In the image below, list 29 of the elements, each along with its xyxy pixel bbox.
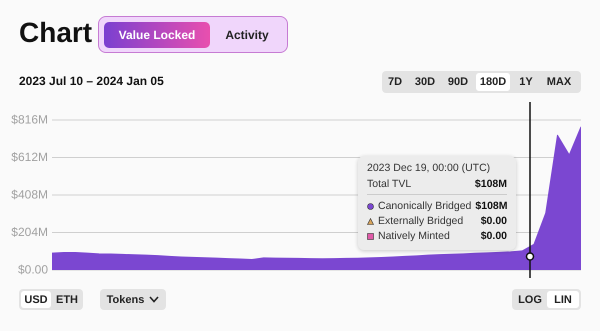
text: 90D [446, 75, 470, 90]
annotation: Natively Minted [378, 229, 450, 244]
y-tick-label: $816M [11, 112, 48, 127]
text: MAX [546, 75, 572, 90]
text: 30D [414, 75, 436, 90]
text: 7D [386, 75, 404, 90]
y-tick-label: $0.00 [18, 262, 48, 276]
y-tick-label: $408M [11, 187, 48, 202]
chart-subtitle: 2023 Jul 10 – 2024 Jan 05 [19, 74, 164, 88]
y-tick-label: $204M [11, 224, 48, 239]
text: Activity [224, 27, 270, 44]
annotation: $108M [474, 178, 507, 190]
text: 1Y [518, 75, 534, 90]
annotation: Canonically Bridged [378, 199, 472, 214]
annotation: $108M [475, 199, 508, 214]
annotation: Total TVL [367, 178, 412, 190]
y-tick-label: $612M [11, 150, 48, 164]
annotation: $0.00 [480, 229, 507, 244]
annotation: $0.00 [480, 214, 507, 229]
text: Tokens [106, 294, 144, 306]
annotation: 2023 Dec 19, 00:00 (UTC) [367, 162, 492, 174]
text: USD [21, 291, 51, 308]
annotation: Externally Bridged [378, 214, 464, 229]
text: LOG [517, 292, 543, 308]
text: ETH [55, 292, 79, 308]
chart-title: Chart [19, 17, 92, 49]
text: Value Locked [104, 22, 210, 48]
text: LIN [547, 291, 579, 308]
text: 180D [476, 73, 510, 91]
